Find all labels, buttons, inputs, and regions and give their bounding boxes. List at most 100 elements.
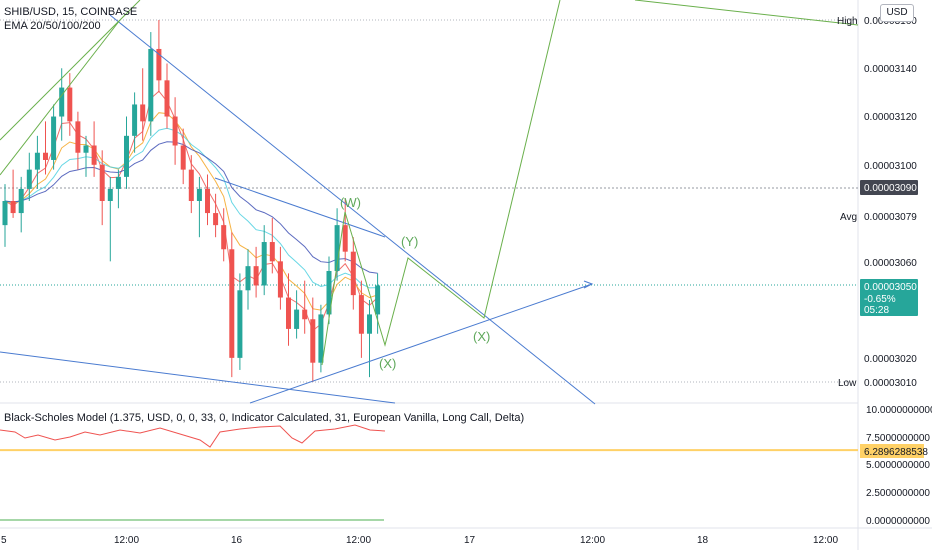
candle-body [375,285,381,315]
price-tick: 0.00003140 [864,64,917,75]
candle-body [318,314,324,363]
candle-body [2,201,8,226]
candle-body [188,169,194,201]
indicator-line [0,424,386,448]
indicator-tick: 0.0000000000 [866,516,930,527]
candle-body [205,188,210,214]
symbol-header: SHIB/USD, 15, COINBASE [4,6,138,18]
price-tick: 0.00003060 [864,258,917,269]
candle-body [326,270,332,315]
candle-body [75,121,81,153]
countdown: 05:28 [864,305,889,316]
axes: 0.00003140 0.00003120 0.00003100 0.00003079… [1,16,932,546]
candle-body [261,242,267,286]
high-label: High [837,16,858,27]
time-label: 18 [697,535,709,546]
candle-body [164,80,170,117]
candle-body [83,145,89,153]
current-price: 0.00003050 [864,282,917,293]
time-label: 16 [231,535,243,546]
candle-body [91,145,97,165]
price-tick: 0.00003100 [864,161,917,172]
green-channel-1 [0,0,141,141]
candle-body [245,266,251,291]
candle-body [237,290,243,358]
candles [2,20,381,382]
indicator-title: Black-Scholes Model (1.375, USD, 0, 0, 3… [4,412,525,424]
candle-body [124,135,129,177]
candle-body [213,213,219,226]
candle-body [51,116,57,160]
candle-body [18,188,24,214]
time-label: 12:00 [114,535,139,546]
candle-body [358,295,364,334]
candle-body [26,169,32,189]
candle-body [294,309,300,329]
drawings: (W) (Y) (X) (X) [0,0,859,405]
crosshair-badge [860,180,918,195]
candle-body [148,48,154,122]
candle-body [221,225,227,250]
indicator-tick: 10.0000000000 [866,405,932,416]
indicator-tick: 5.0000000000 [866,460,930,471]
time-label: 17 [464,535,476,546]
time-label: 12:00 [346,535,371,546]
candle-body [67,87,73,122]
candle-body [277,261,283,298]
candle-body [99,164,105,201]
wave-label: (X) [473,329,490,344]
candle-body [107,188,113,201]
wave-projection [321,0,561,366]
time-label: 12:00 [580,535,605,546]
projection-line [634,0,859,26]
currency-button[interactable]: USD [880,4,914,22]
candle-body [342,225,348,252]
price-tick: 0.00003079 [864,212,917,223]
indicator-tick: 7.5000000000 [866,433,930,444]
candle-body [196,188,202,201]
time-label: 12:00 [813,535,838,546]
indicator-tick: 2.5000000000 [866,488,930,499]
candle-body [269,242,275,262]
price-tick: 0.00003020 [864,354,917,365]
candle-body [302,309,308,320]
candle-body [229,249,235,358]
wave-label: (X) [379,356,396,371]
candle-body [59,87,65,117]
candle-body [132,104,138,136]
current-price-badge [860,279,918,316]
candle-body [334,225,340,271]
candle-body [286,297,291,329]
ema-line [4,127,378,289]
candle-body [140,104,146,122]
ema-line [4,112,378,311]
green-channel-2 [0,19,121,176]
crosshair-value: 0.00003090 [864,183,917,194]
time-label: 5 [1,535,7,546]
avg-label: Avg [840,212,857,223]
wave-label: (Y) [401,234,418,249]
low-label: Low [838,378,857,389]
arrowhead [583,280,594,289]
rising-support-line [249,283,593,404]
indicator-value-badge [860,444,924,458]
candle-body [310,319,316,363]
candle-body [43,152,48,160]
ema-legend: EMA 20/50/100/200 [4,20,101,32]
descending-trendline [109,14,596,405]
price-tick: 0.00003120 [864,112,917,123]
candle-body [10,201,16,214]
low-value: 0.00003010 [864,378,917,389]
current-change: -0.65% [864,294,896,305]
candle-body [253,266,259,286]
indicator-current-value: 6.2896288538 [864,447,928,458]
indicator-pane [0,424,858,521]
candle-body [180,145,186,170]
candle-body [350,251,356,296]
candle-body [172,116,178,146]
lower-channel-line [0,351,396,404]
candle-body [115,176,121,189]
